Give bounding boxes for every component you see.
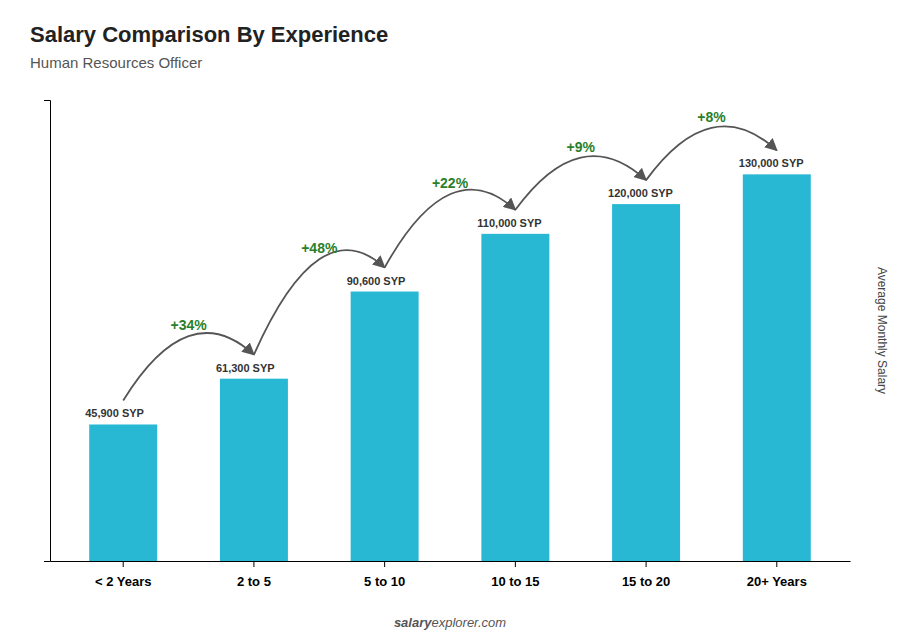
x-tick-label: 20+ Years [747, 574, 807, 589]
x-tick: 5 to 10 [364, 561, 405, 589]
data-label: 61,300 SYP [216, 362, 275, 374]
x-tick-mark [515, 561, 516, 567]
x-tick-label: 2 to 5 [237, 574, 271, 589]
data-label: 110,000 SYP [477, 217, 541, 229]
annotation-label: +34% [170, 317, 207, 333]
annotation-arrow [515, 156, 646, 210]
annotation-arrow [254, 250, 385, 355]
x-tick-mark [253, 561, 254, 567]
subtitle: Human Resources Officer [30, 54, 202, 71]
x-tick: 15 to 20 [622, 561, 670, 589]
x-tick-label: 5 to 10 [364, 574, 405, 589]
footer-part: explorer.com [431, 615, 506, 630]
x-tick: 2 to 5 [237, 561, 271, 589]
x-tick-mark [646, 561, 647, 567]
annotation-arrow [385, 190, 516, 268]
x-tick: < 2 Years [95, 561, 152, 589]
x-axis: < 2 Years 2 to 5 5 to 10 10 to 15 15 to 20 20… [51, 561, 851, 589]
data-label: 90,600 SYP [347, 275, 406, 287]
title: Salary Comparison By Experience [30, 22, 388, 47]
annotation-label: +9% [567, 139, 596, 155]
x-tick-mark [384, 561, 385, 567]
data-labels: 45,900 SYP 61,300 SYP 90,600 SYP 110,000 SY… [85, 157, 803, 419]
bar [743, 174, 811, 561]
annotation-label: +48% [301, 240, 338, 256]
footer: salaryexplorer.com [394, 615, 506, 630]
annotation-label: +8% [697, 109, 726, 125]
annotation-arrow [646, 126, 777, 180]
data-label: 120,000 SYP [608, 187, 673, 199]
x-tick-mark [776, 561, 777, 567]
x-tick-label: 10 to 15 [491, 574, 539, 589]
data-label: 45,900 SYP [85, 407, 144, 419]
bars [89, 174, 811, 561]
bar [612, 204, 680, 561]
bar [89, 424, 157, 561]
annotation-label: +22% [432, 175, 469, 191]
bar [481, 234, 549, 561]
x-tick: 20+ Years [747, 561, 807, 589]
x-tick-label: 15 to 20 [622, 574, 670, 589]
bar [351, 292, 419, 561]
annotations: +34% +48% +22% +9% +8% [123, 109, 777, 401]
x-tick: 10 to 15 [491, 561, 539, 589]
y-axis [44, 101, 51, 562]
y-axis-line [44, 101, 51, 562]
x-tick-mark [123, 561, 124, 567]
bar [220, 379, 288, 561]
annotation-arrow [123, 333, 254, 401]
chart-svg: Salary Comparison By Experience Human Res… [0, 0, 900, 641]
footer-part: salary [394, 615, 432, 630]
y-axis-title: Average Monthly Salary [875, 267, 889, 394]
x-tick-label: < 2 Years [95, 574, 152, 589]
x-axis-line [51, 561, 851, 562]
data-label: 130,000 SYP [739, 157, 804, 169]
